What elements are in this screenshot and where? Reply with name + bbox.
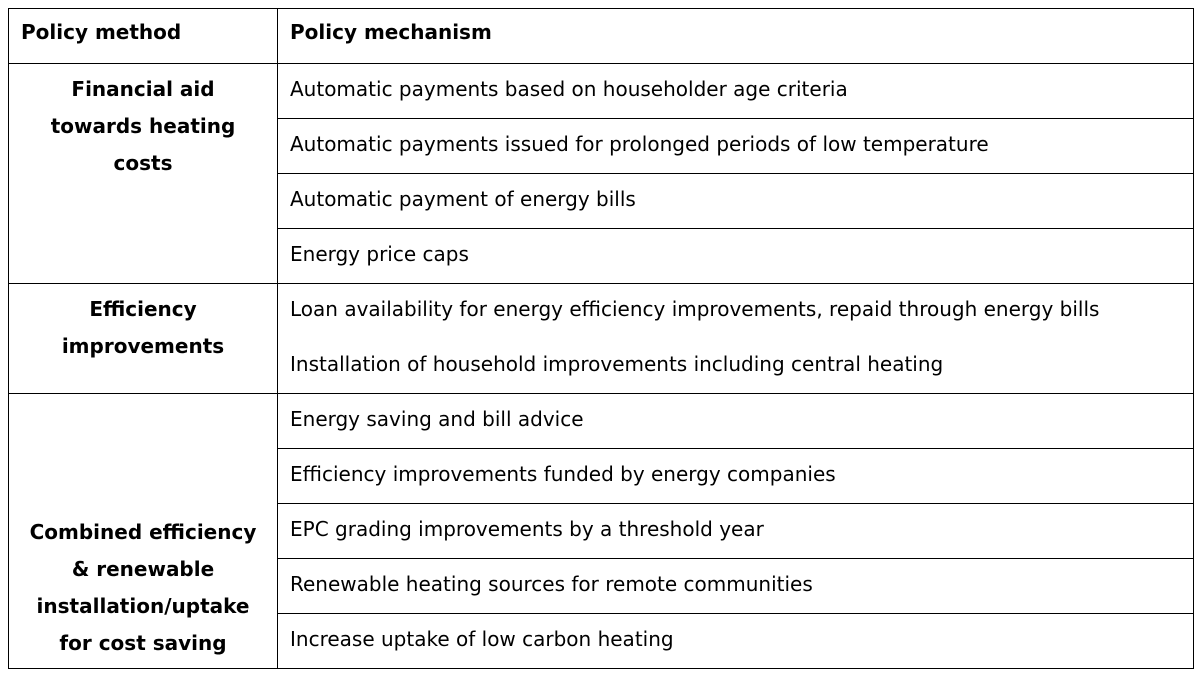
mechanism-cell: Loan availability for energy efficiency … [277, 283, 1194, 339]
mechanism-cell: EPC grading improvements by a threshold … [277, 503, 1194, 559]
mechanism-cell: Installation of household improvements i… [277, 338, 1194, 394]
method-cell-combined-efficiency: Combined efficiency & renewable installa… [8, 393, 278, 669]
mechanism-cell: Renewable heating sources for remote com… [277, 558, 1194, 614]
table-row: Automatic payments issued for prolonged … [9, 118, 1194, 174]
header-policy-method: Policy method [8, 8, 278, 64]
table-row: Automatic payment of energy bills [9, 173, 1194, 229]
table-row: Increase uptake of low carbon heating [9, 613, 1194, 669]
header-row: Policy method Policy mechanism [8, 8, 1194, 64]
table-row: Renewable heating sources for remote com… [9, 558, 1194, 614]
method-line: for cost saving [59, 631, 227, 655]
mechanism-cell: Energy price caps [277, 228, 1194, 284]
table-row: Efficiency improvements Loan availabilit… [8, 283, 1194, 394]
table-row: EPC grading improvements by a threshold … [9, 503, 1194, 559]
table-row: Installation of household improvements i… [9, 338, 1194, 394]
mechanism-cell: Automatic payments issued for prolonged … [277, 118, 1194, 174]
mechanism-cell: Energy saving and bill advice [277, 393, 1194, 449]
policy-table: Policy method Policy mechanism Financial… [8, 8, 1194, 669]
method-line: installation/uptake [36, 594, 250, 618]
table-row: Financial aid towards heating costs Auto… [8, 63, 1194, 284]
table-row: Combined efficiency & renewable installa… [8, 393, 1194, 669]
mechanism-cell: Increase uptake of low carbon heating [277, 613, 1194, 669]
method-line: Efficiency [89, 297, 197, 321]
method-line: Combined efficiency [29, 520, 257, 544]
table-row: Efficiency improvements funded by energy… [9, 448, 1194, 504]
method-line: Financial aid [71, 77, 215, 101]
method-line: & renewable [71, 557, 215, 581]
header-policy-mechanism: Policy mechanism [277, 8, 1194, 64]
method-cell-financial-aid: Financial aid towards heating costs [8, 63, 278, 284]
mechanism-cell: Efficiency improvements funded by energy… [277, 448, 1194, 504]
mechanism-cell: Automatic payments based on householder … [277, 63, 1194, 119]
method-line: improvements [61, 334, 225, 358]
method-line: towards heating [50, 114, 236, 138]
mechanism-cell: Automatic payment of energy bills [277, 173, 1194, 229]
method-cell-efficiency-improvements: Efficiency improvements [8, 283, 278, 394]
table-row: Energy price caps [9, 228, 1194, 284]
method-line: costs [113, 151, 173, 175]
